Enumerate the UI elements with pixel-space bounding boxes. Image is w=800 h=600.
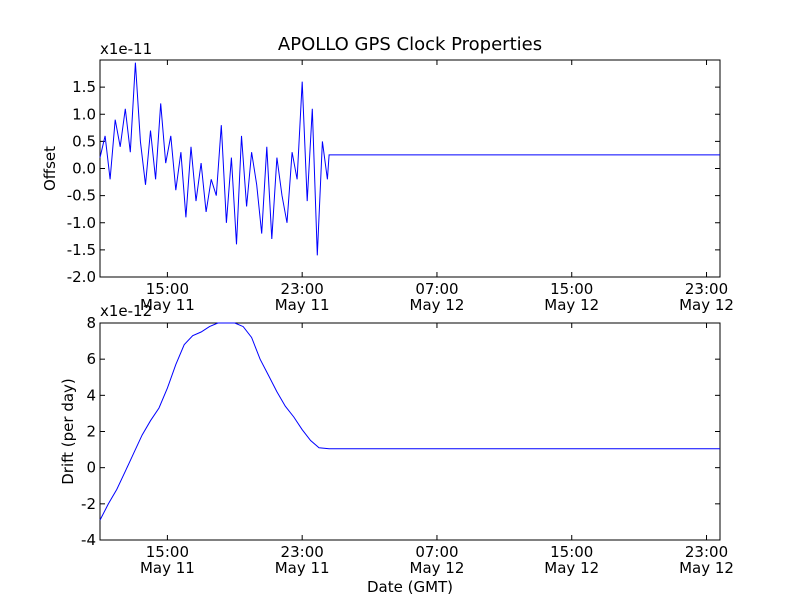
offset-xtick-date-label: May 12 (544, 296, 599, 314)
offset-ylabel: Offset (41, 146, 59, 191)
drift-series-line (99, 322, 720, 521)
drift-ytick-label: 2 (86, 423, 96, 441)
offset-xtick-date-label: May 11 (275, 296, 330, 314)
offset-xtick-time-label: 23:00 (685, 280, 728, 298)
drift-ylabel: Drift (per day) (59, 378, 77, 485)
drift-ytick-label: 8 (86, 314, 96, 332)
offset-xtick-time-label: 15:00 (550, 280, 593, 298)
drift-xtick-date-label: May 12 (410, 559, 465, 577)
drift-xtick-time-label: 23:00 (281, 543, 324, 561)
offset-ytick-label: 1.0 (72, 105, 96, 123)
drift-xtick-time-label: 23:00 (685, 543, 728, 561)
drift-xtick-time-label: 15:00 (550, 543, 593, 561)
drift-xtick-date-label: May 11 (275, 559, 330, 577)
chart-title: APOLLO GPS Clock Properties (278, 34, 542, 55)
drift-xtick-date-label: May 11 (140, 559, 195, 577)
offset-ytick-label: -2.0 (67, 268, 96, 286)
offset-xtick-date-label: May 12 (410, 296, 465, 314)
offset-xtick-date-label: May 11 (140, 296, 195, 314)
offset-yticks: -2.0 -1.5 -1.0 -0.5 0.0 0.5 1.0 1.5 (67, 78, 720, 286)
drift-series (99, 322, 720, 521)
drift-ytick-label: 4 (86, 386, 96, 404)
drift-xtick-time-label: 07:00 (415, 543, 458, 561)
offset-ytick-label: 0.0 (72, 160, 96, 178)
drift-ytick-label: -4 (81, 531, 96, 549)
offset-ytick-label: 0.5 (72, 132, 96, 150)
offset-ytick-label: -0.5 (67, 187, 96, 205)
offset-xtick-date-label: May 12 (679, 296, 734, 314)
drift-ytick-label: 6 (86, 350, 96, 368)
drift-xtick-time-label: 15:00 (146, 543, 189, 561)
offset-ytick-label: 1.5 (72, 78, 96, 96)
drift-xlabel: Date (GMT) (367, 578, 453, 596)
drift-xtick-date-label: May 12 (679, 559, 734, 577)
offset-series (99, 62, 720, 256)
drift-yticks: -4 -2 0 2 4 6 8 (81, 314, 720, 549)
offset-ytick-label: -1.5 (67, 241, 96, 259)
drift-ytick-label: -2 (81, 495, 96, 513)
offset-axes-frame (99, 59, 721, 278)
drift-exponent-label: x1e-12 (100, 302, 152, 320)
drift-axes-frame (99, 322, 721, 541)
offset-xtick-time-label: 07:00 (415, 280, 458, 298)
offset-exponent-label: x1e-11 (100, 40, 152, 58)
drift-ytick-label: 0 (86, 459, 96, 477)
drift-xtick-date-label: May 12 (544, 559, 599, 577)
offset-xtick-time-label: 23:00 (281, 280, 324, 298)
offset-plot: x1e-11 Offset -2.0 -1.5 -1.0 -0.5 0.0 0.5 1.0 1… (41, 40, 734, 314)
offset-xtick-time-label: 15:00 (146, 280, 189, 298)
offset-series-line (99, 62, 720, 256)
offset-ytick-label: -1.0 (67, 214, 96, 232)
